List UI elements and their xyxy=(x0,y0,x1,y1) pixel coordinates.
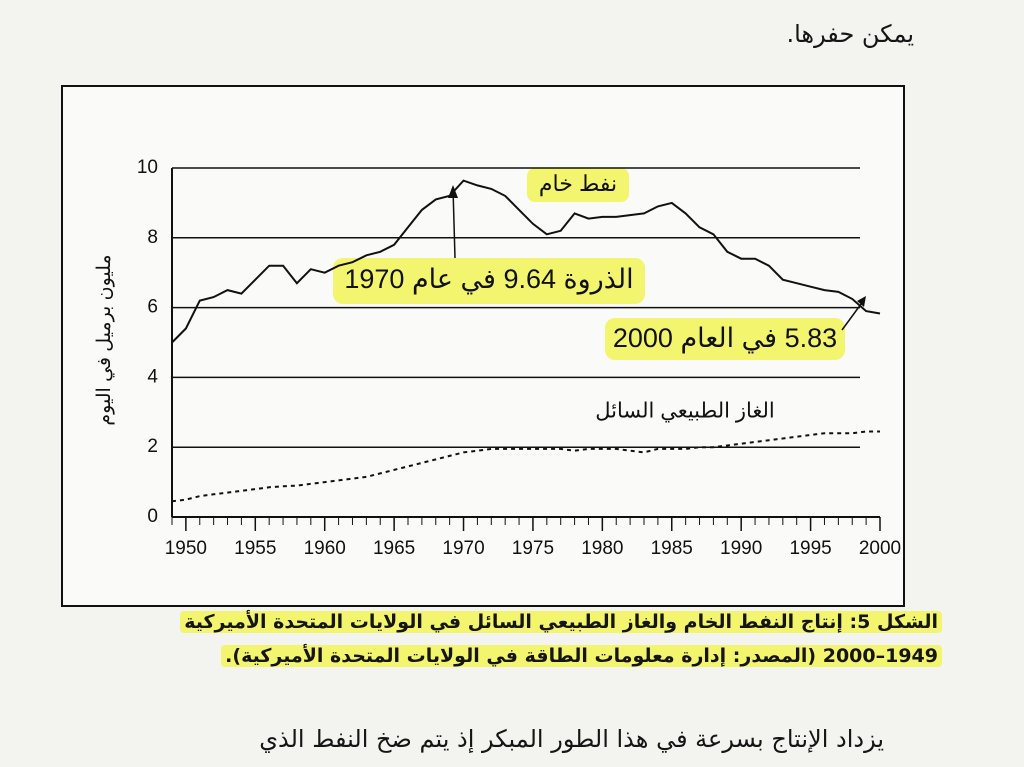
x-tick-label: 1975 xyxy=(512,538,554,559)
series-label: الغاز الطبيعي السائل xyxy=(595,400,774,424)
highlight xyxy=(333,258,645,304)
series-label: نفط خام xyxy=(539,171,617,197)
caption-line: 1949–2000 (المصدر: إدارة معلومات الطاقة … xyxy=(221,645,942,667)
y-tick-label: 10 xyxy=(137,157,158,178)
annotation: 5.83 في العام 2000 xyxy=(613,323,837,354)
arrow xyxy=(452,187,456,259)
series-line xyxy=(171,179,881,344)
x-tick-label: 1985 xyxy=(651,538,693,559)
y-tick-label: 6 xyxy=(147,297,158,318)
caption: الشكل 5: إنتاج النفط الخام والغاز الطبيع… xyxy=(180,605,942,673)
body-text: يمكن حفرها. xyxy=(786,20,914,48)
arrow-head xyxy=(857,296,866,307)
annotation: الذروة 9.64 في عام 1970 xyxy=(344,264,633,295)
x-tick-label: 1990 xyxy=(720,538,762,559)
y-tick-label: 2 xyxy=(147,436,158,457)
x-tick-label: 1955 xyxy=(234,538,276,559)
y-tick-label: 0 xyxy=(147,506,158,527)
x-tick-label: 1965 xyxy=(373,538,415,559)
y-axis-label: مليون برميل في اليوم xyxy=(94,254,115,425)
y-tick-label: 4 xyxy=(147,366,158,387)
x-tick-label: 1950 xyxy=(165,538,207,559)
body-text: يزداد الإنتاج بسرعة في هذا الطور المبكر … xyxy=(259,725,884,753)
highlight xyxy=(605,318,845,360)
caption-line: الشكل 5: إنتاج النفط الخام والغاز الطبيع… xyxy=(180,611,942,633)
x-tick-label: 1980 xyxy=(581,538,623,559)
y-tick-label: 8 xyxy=(147,227,158,248)
x-tick-label: 1960 xyxy=(304,538,346,559)
x-tick-label: 1995 xyxy=(789,538,831,559)
x-tick-label: 2000 xyxy=(859,538,901,559)
highlight xyxy=(527,168,629,202)
x-tick-label: 1970 xyxy=(442,538,484,559)
